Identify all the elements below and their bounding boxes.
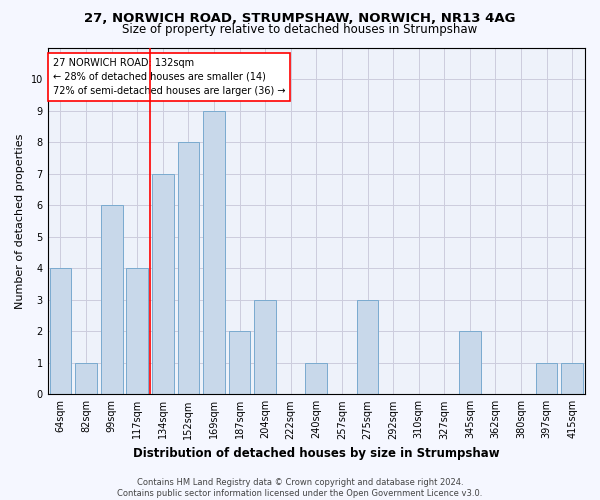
Bar: [203, 110, 225, 395]
Bar: [229, 331, 250, 394]
Bar: [50, 268, 71, 394]
Bar: [536, 363, 557, 394]
Bar: [152, 174, 173, 394]
Bar: [356, 300, 379, 394]
Bar: [254, 300, 276, 394]
Bar: [178, 142, 199, 395]
Y-axis label: Number of detached properties: Number of detached properties: [15, 133, 25, 308]
Text: Contains HM Land Registry data © Crown copyright and database right 2024.
Contai: Contains HM Land Registry data © Crown c…: [118, 478, 482, 498]
Bar: [75, 363, 97, 394]
Bar: [127, 268, 148, 394]
Bar: [101, 205, 122, 394]
X-axis label: Distribution of detached houses by size in Strumpshaw: Distribution of detached houses by size …: [133, 447, 500, 460]
Bar: [459, 331, 481, 394]
Text: Size of property relative to detached houses in Strumpshaw: Size of property relative to detached ho…: [122, 22, 478, 36]
Text: 27 NORWICH ROAD: 132sqm
← 28% of detached houses are smaller (14)
72% of semi-de: 27 NORWICH ROAD: 132sqm ← 28% of detache…: [53, 58, 286, 96]
Bar: [305, 363, 327, 394]
Bar: [562, 363, 583, 394]
Text: 27, NORWICH ROAD, STRUMPSHAW, NORWICH, NR13 4AG: 27, NORWICH ROAD, STRUMPSHAW, NORWICH, N…: [84, 12, 516, 26]
